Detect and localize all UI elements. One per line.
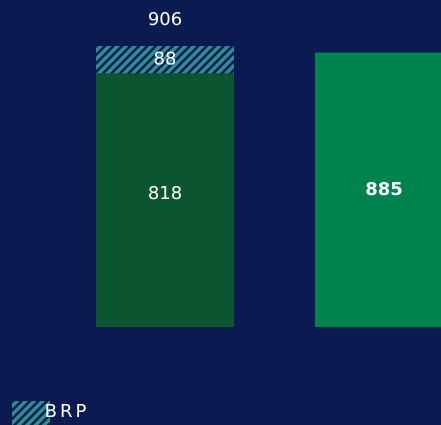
total-label: 906 xyxy=(148,9,182,30)
bar-segment xyxy=(96,73,234,327)
bar-segment xyxy=(315,52,441,327)
legend-swatch xyxy=(12,401,50,425)
legend-label: BRP xyxy=(45,401,90,422)
hatched-segment xyxy=(96,46,234,74)
value-label: 818 xyxy=(148,183,182,204)
value-label: 88 xyxy=(154,49,177,70)
value-label: 885 xyxy=(365,179,403,200)
